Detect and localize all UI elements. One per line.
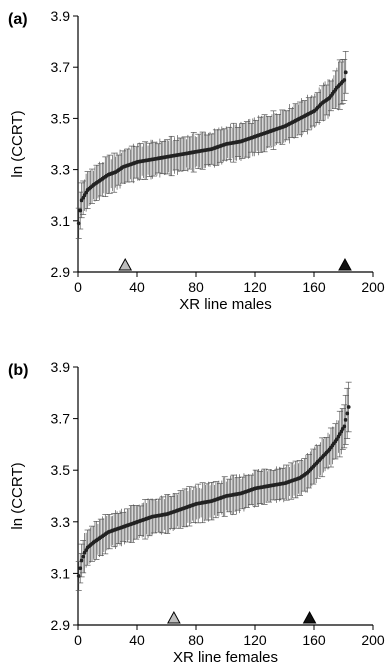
data-point <box>343 417 348 422</box>
x-tick-label: 120 <box>243 279 267 295</box>
y-tick-label: 2.9 <box>51 617 71 633</box>
x-tick-label: 80 <box>188 632 204 648</box>
panel-b: (b) 2.9 3.1 3.3 3.5 3.7 3.9 0 40 80 120 160 200 XR li… <box>8 359 385 666</box>
y-tick-label: 2.9 <box>51 264 71 280</box>
y-axis-title: ln (CCRT) <box>9 462 26 529</box>
marker-triangle <box>118 257 133 271</box>
data-point <box>345 411 350 416</box>
y-tick-label: 3.5 <box>51 110 71 126</box>
data-point <box>81 554 86 559</box>
x-tick-label: 160 <box>302 632 326 648</box>
panel-a: (a) 2.9 3.1 3.3 3.5 3.7 3.9 0 40 80 120 160 200 XR li… <box>8 8 385 313</box>
y-tick-label: 3.7 <box>51 411 71 427</box>
data-point <box>78 208 83 213</box>
marker-triangle <box>338 257 352 271</box>
x-tick-label: 120 <box>243 632 267 648</box>
y-tick-label: 3.1 <box>51 213 71 229</box>
marker-triangle <box>302 610 317 624</box>
x-tick-label: 200 <box>361 632 385 648</box>
x-tick-label: 0 <box>74 632 82 648</box>
y-tick-label: 3.5 <box>51 462 71 478</box>
data-point <box>342 78 347 82</box>
data-point <box>78 566 83 571</box>
x-tick-label: 0 <box>74 279 82 295</box>
x-axis-title: XR line males <box>179 296 272 313</box>
y-tick-label: 3.1 <box>51 565 71 581</box>
data-point <box>343 70 348 75</box>
x-tick-label: 200 <box>361 279 385 295</box>
panel-label: (b) <box>8 362 28 379</box>
data-point <box>76 574 81 578</box>
data-point <box>79 558 84 563</box>
y-tick-label: 3.3 <box>51 514 71 530</box>
y-tick-label: 3.3 <box>51 162 71 178</box>
y-tick-label: 3.9 <box>51 359 71 375</box>
y-axis-title: ln (CCRT) <box>9 110 26 177</box>
x-tick-label: 40 <box>129 279 145 295</box>
data-point <box>346 405 351 409</box>
x-tick-label: 40 <box>129 632 145 648</box>
data-point <box>342 424 347 429</box>
y-tick-label: 3.9 <box>51 8 71 24</box>
y-tick-label: 3.7 <box>51 59 71 75</box>
x-axis-title: XR line females <box>173 649 278 666</box>
marker-triangle <box>167 610 181 624</box>
panel-label: (a) <box>8 11 28 28</box>
data-point <box>76 221 81 226</box>
x-tick-label: 80 <box>188 279 204 295</box>
x-tick-label: 160 <box>302 279 326 295</box>
